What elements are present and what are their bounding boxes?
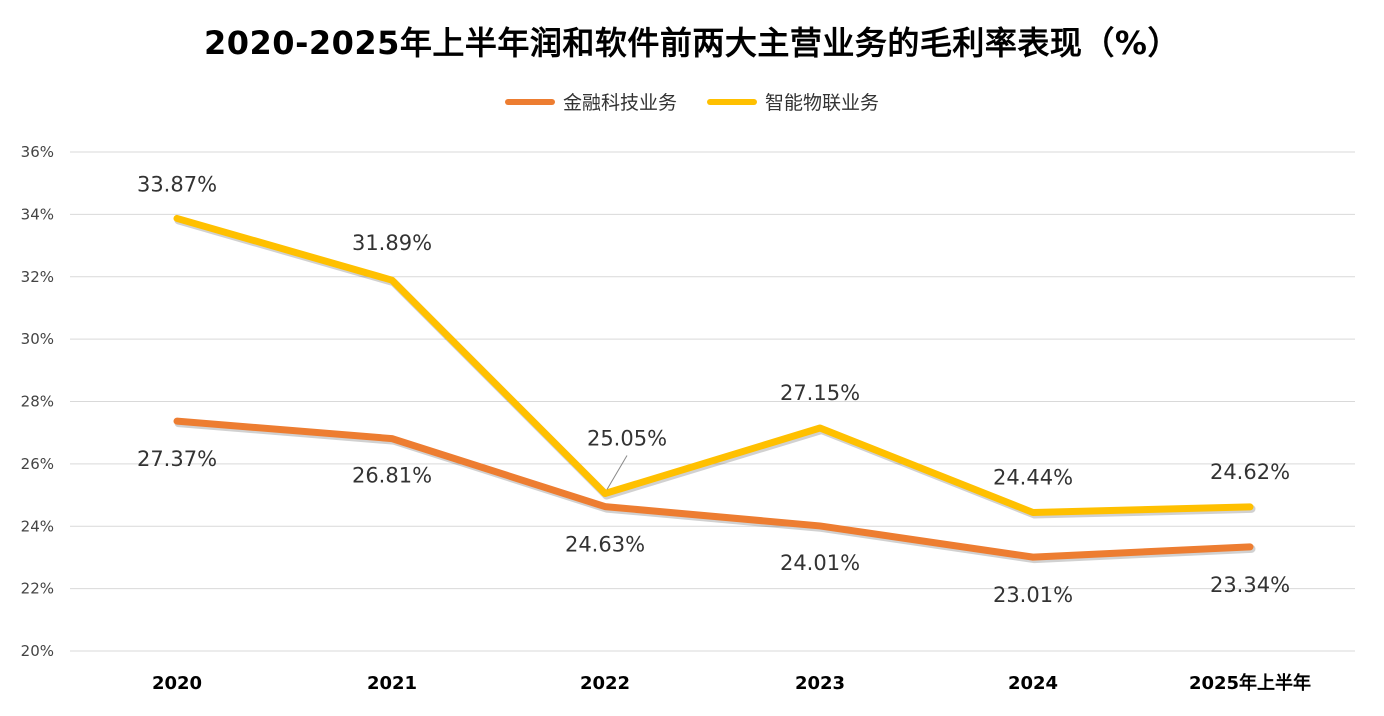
data-label-fintech: 26.81% [352,464,432,488]
data-label-iot: 31.89% [352,231,432,255]
x-axis: 2020 2021 2022 2023 2024 2025年上半年 [152,672,1311,694]
legend-item-fintech: 金融科技业务 [504,88,677,115]
y-tick-label: 28% [21,393,54,411]
legend-swatch-iot [707,98,757,105]
series-line-iot [173,214,1254,517]
data-label-iot: 24.44% [993,466,1073,490]
data-labels: 27.37% 26.81% 24.63% 24.01% 23.01% 23.34% 33.8… [137,172,1290,607]
x-tick-label: 2024 [1008,673,1058,694]
legend-label-fintech: 金融科技业务 [562,92,677,114]
y-tick-label: 24% [21,517,54,535]
x-tick-label: 2023 [795,673,845,694]
legend-swatch-fintech [504,98,555,105]
y-tick-label: 26% [21,455,54,473]
data-label-iot: 24.62% [1210,460,1290,484]
data-label-fintech: 27.37% [137,447,217,471]
x-tick-label: 2021 [367,673,417,694]
gridlines [70,151,1355,652]
data-label-fintech: 24.63% [565,533,645,557]
series-line-shadow [174,419,1256,564]
y-tick-label: 32% [21,268,54,286]
x-tick-label: 2022 [580,673,630,694]
series-lines [173,214,1256,564]
data-label-iot: 27.15% [780,381,860,405]
x-tick-label: 2025年上半年 [1189,672,1311,694]
data-label-fintech: 23.34% [1210,573,1290,597]
y-axis: 20% 22% 24% 26% 28% 30% 32% 34% 36% [21,143,54,660]
data-label-fintech: 24.01% [780,551,860,575]
y-tick-label: 22% [21,580,54,598]
leader-line [606,455,628,490]
series-line-fintech [173,417,1254,561]
y-tick-label: 20% [21,642,54,660]
data-label-iot: 25.05% [587,427,667,451]
legend: 金融科技业务 智能物联业务 [0,88,1384,115]
y-tick-label: 36% [21,143,54,161]
y-tick-label: 30% [21,330,54,348]
y-tick-label: 34% [21,205,54,223]
legend-item-iot: 智能物联业务 [707,88,879,115]
x-tick-label: 2020 [152,673,202,694]
data-label-iot: 33.87% [137,172,217,196]
chart-title: 2020-2025年上半年润和软件前两大主营业务的毛利率表现（%） [204,24,1180,62]
data-label-fintech: 23.01% [993,583,1073,607]
legend-label-iot: 智能物联业务 [765,92,880,114]
